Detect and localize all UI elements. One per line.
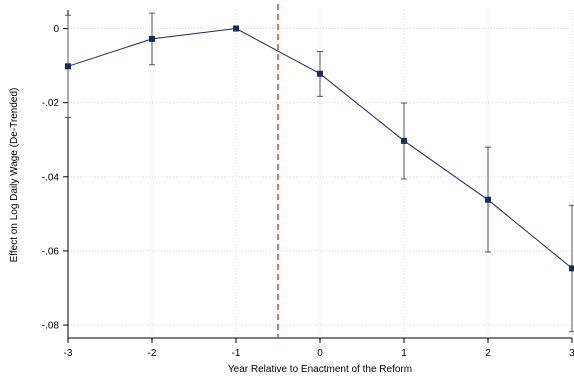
data-point — [401, 137, 407, 144]
x-axis-title: Year Relative to Enactment of the Reform — [228, 364, 412, 375]
data-point — [65, 63, 71, 70]
data-point — [317, 70, 323, 77]
y-tick-label: -.06 — [42, 246, 60, 257]
y-tick-label: 0 — [53, 24, 59, 35]
data-point — [485, 196, 491, 203]
y-tick-label: -.08 — [42, 321, 60, 332]
x-tick-label: 1 — [401, 348, 407, 359]
axis-layer: 0 -.02 -.04 -.06 -.08 -3 -2 -1 0 1 2 3 — [42, 10, 574, 359]
x-tick-label: -3 — [64, 348, 73, 359]
x-tick-label: 2 — [485, 348, 491, 359]
x-tick-label: 3 — [569, 348, 574, 359]
x-tick-label: 0 — [317, 348, 323, 359]
x-tick-label: -1 — [232, 348, 241, 359]
y-axis-title: Effect on Log Daily Wage (De-Trended) — [9, 88, 20, 263]
data-point — [233, 25, 239, 32]
y-tick-label: -.02 — [42, 98, 60, 109]
point-layer — [65, 25, 574, 272]
data-point — [569, 265, 574, 272]
x-tick-label: -2 — [148, 348, 157, 359]
y-tick-label: -.04 — [42, 172, 60, 183]
data-point — [149, 35, 155, 42]
